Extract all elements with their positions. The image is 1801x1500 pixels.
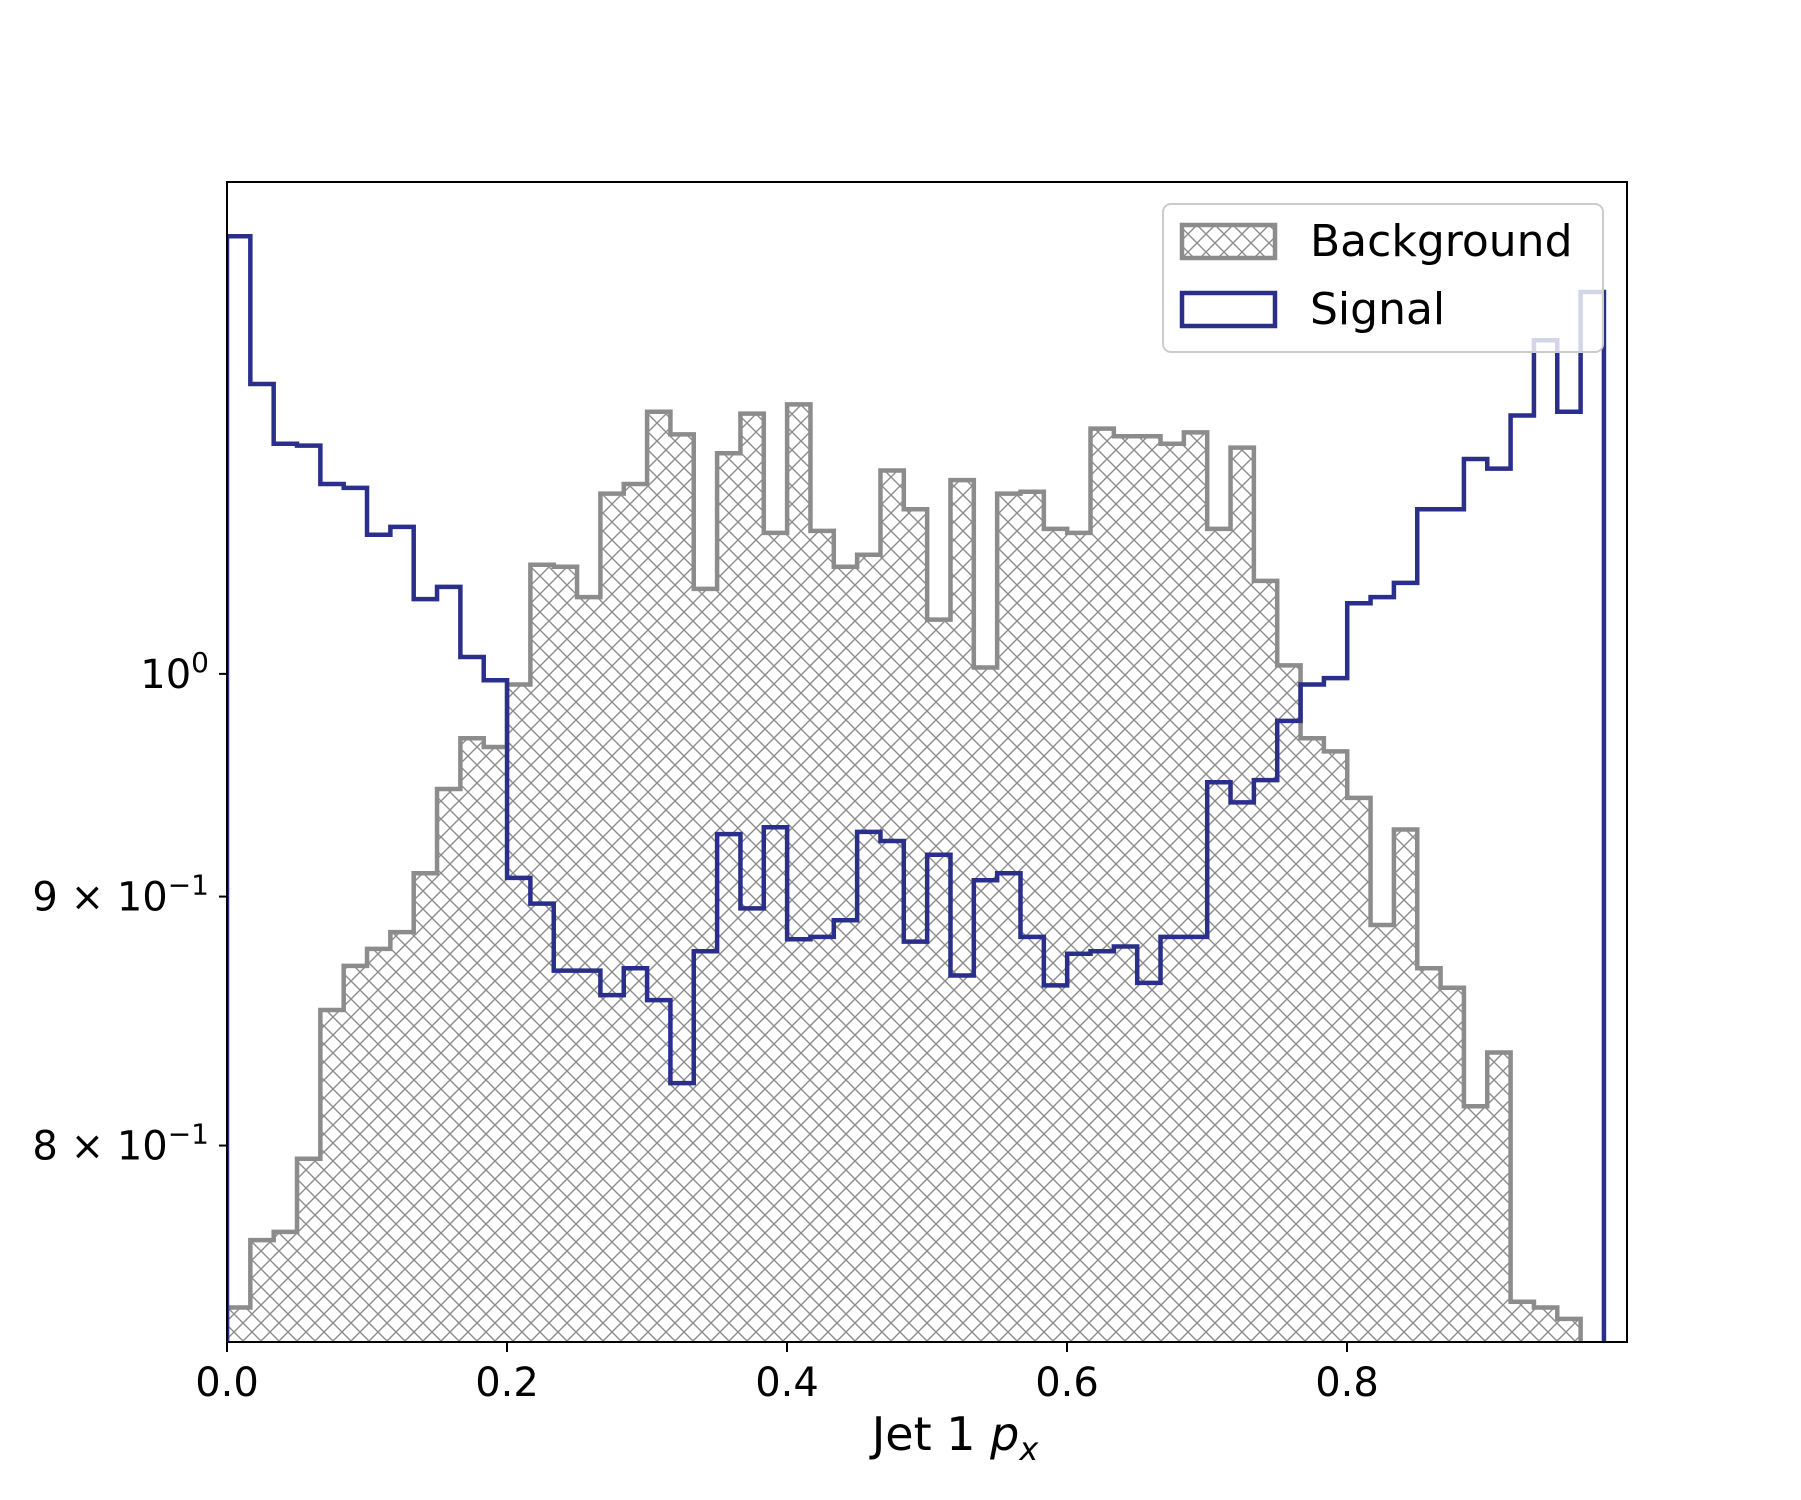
background-bin — [227, 1307, 251, 1342]
x-tick-label: 0.6 — [1035, 1360, 1099, 1406]
background-bin — [1300, 738, 1325, 1342]
legend-swatch-signal — [1179, 290, 1278, 329]
background-bin — [833, 566, 858, 1342]
background-bin — [670, 434, 695, 1342]
background-bin — [390, 932, 415, 1342]
legend-label-signal: Signal — [1310, 284, 1445, 335]
plot-frame — [226, 181, 1628, 1343]
background-bin — [880, 470, 905, 1342]
x-tick-label: 0.0 — [195, 1360, 259, 1406]
background-bin — [1253, 580, 1278, 1342]
background-bin — [693, 588, 718, 1342]
background-bin — [1230, 447, 1255, 1342]
background-bin — [530, 564, 555, 1342]
background-bin — [1137, 436, 1162, 1342]
background-bin — [1510, 1301, 1535, 1342]
background-bin — [1417, 968, 1442, 1342]
background-bin — [1183, 432, 1208, 1342]
background-bin — [367, 948, 391, 1342]
x-tick-label: 0.2 — [475, 1360, 539, 1406]
x-axis-label-italic: p — [989, 1407, 1019, 1461]
background-bin — [1067, 532, 1092, 1342]
background-bin — [600, 493, 625, 1342]
y-axis-ticks: 100 9 × 10−1 8 × 10−1 — [32, 646, 227, 1170]
legend-label-background: Background — [1310, 216, 1573, 267]
background-bin — [857, 554, 882, 1342]
background-bin — [623, 483, 648, 1342]
x-tick-label: 0.4 — [755, 1360, 819, 1406]
background-bin — [507, 684, 531, 1342]
background-bin — [273, 1231, 298, 1342]
background-bin — [1207, 528, 1232, 1342]
x-axis-label: Jet 1 px — [869, 1407, 1040, 1468]
legend: Background Signal — [1162, 203, 1604, 353]
background-bin — [1113, 436, 1138, 1342]
signal-outline — [227, 234, 1607, 1342]
histogram-layer — [227, 234, 1607, 1342]
series-background — [227, 402, 1583, 1342]
background-bin — [950, 480, 975, 1342]
series-signal — [227, 234, 1607, 1342]
background-bin — [1393, 829, 1418, 1342]
background-outline — [227, 402, 1583, 1342]
background-bin — [1020, 491, 1045, 1342]
background-bin — [787, 404, 812, 1342]
background-bin — [1043, 528, 1068, 1342]
background-bin — [250, 1240, 275, 1342]
background-bin — [647, 411, 672, 1342]
background-bin — [1323, 751, 1348, 1342]
y-tick-label: 9 × 10−1 — [32, 869, 209, 921]
x-tick-label: 0.8 — [1315, 1360, 1379, 1406]
background-bin — [483, 746, 508, 1342]
background-bin — [903, 509, 928, 1342]
x-axis-label-main: Jet 1 — [869, 1407, 990, 1461]
background-bin — [1533, 1307, 1558, 1342]
background-bin — [973, 667, 998, 1342]
background-bin — [460, 738, 485, 1342]
background-bin — [1463, 1106, 1488, 1342]
y-tick-label: 8 × 10−1 — [32, 1118, 209, 1170]
x-axis-label-sub: x — [1018, 1430, 1039, 1468]
background-bin — [413, 873, 438, 1342]
y-tick-label: 100 — [140, 646, 209, 698]
background-bin — [437, 788, 461, 1342]
background-bin — [320, 1009, 345, 1342]
background-bin — [297, 1158, 321, 1342]
background-bin — [927, 619, 952, 1342]
background-bin — [740, 413, 765, 1342]
background-bin — [1487, 1052, 1512, 1342]
legend-swatch-background — [1179, 222, 1278, 261]
background-bin — [717, 453, 742, 1342]
background-bin — [1160, 443, 1185, 1342]
background-bin — [1347, 797, 1372, 1342]
background-bin — [1370, 924, 1395, 1342]
background-bin — [1557, 1318, 1582, 1342]
x-axis-ticks: 0.0 0.2 0.4 0.6 0.8 — [195, 1342, 1379, 1406]
background-bin — [1277, 665, 1302, 1342]
background-bin — [553, 566, 578, 1342]
background-bin — [763, 532, 788, 1342]
background-bin — [1440, 987, 1465, 1342]
background-bin — [997, 493, 1022, 1342]
background-bin — [343, 965, 368, 1342]
background-bin — [1090, 428, 1115, 1342]
